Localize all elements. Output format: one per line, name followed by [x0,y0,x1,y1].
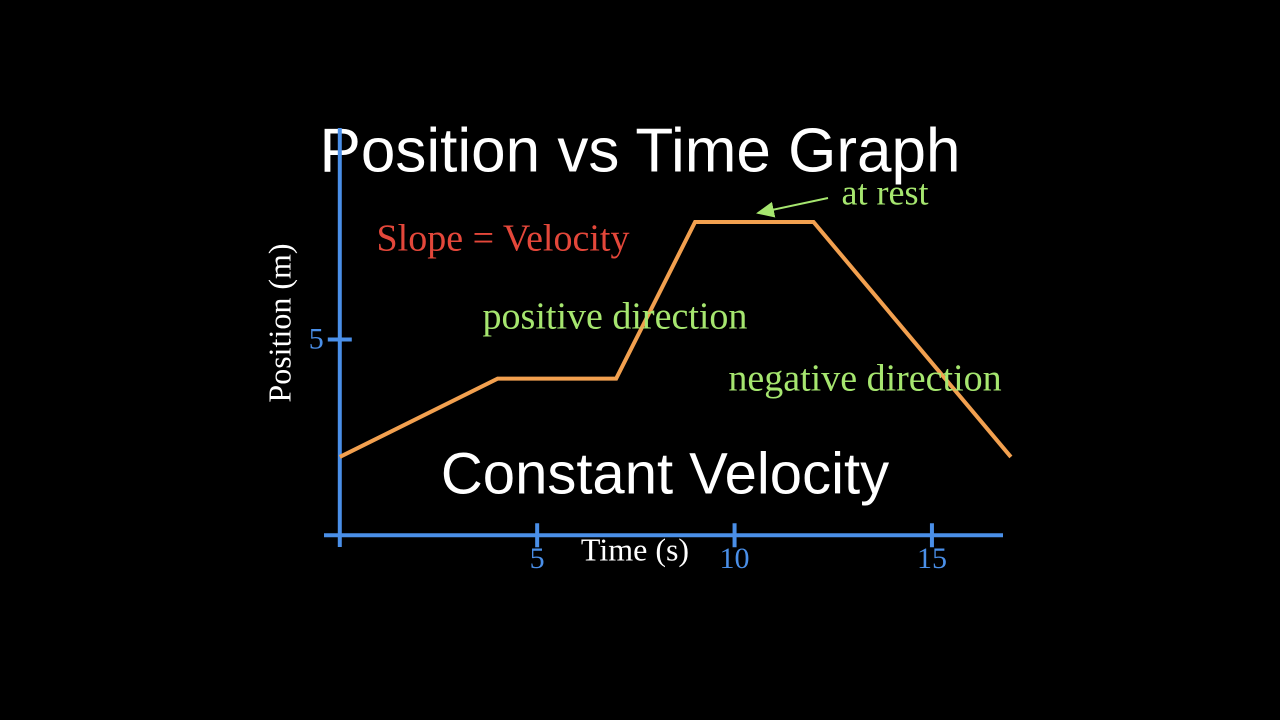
annotation: Slope = Velocity [377,218,630,260]
data-line [338,219,1013,459]
y-axis-label: Position (m) [261,243,297,402]
chart-title: Position vs Time Graph [320,116,961,185]
y-tick-label: 5 [309,322,324,355]
x-tick-label: 5 [530,542,545,575]
x-tick-label: 15 [917,542,947,575]
annotation: positive direction [483,296,748,338]
annotation: negative direction [728,358,1001,400]
x-tick-label: 10 [720,542,750,575]
annotation-arrow [756,197,829,218]
annotation: Constant Velocity [441,441,889,506]
annotation: at rest [842,172,929,212]
x-axis-label: Time (s) [581,531,689,567]
